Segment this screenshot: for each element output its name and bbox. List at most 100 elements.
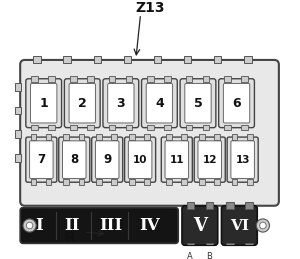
FancyBboxPatch shape [59,137,90,182]
Bar [111,179,117,185]
Bar [48,76,55,82]
Bar [158,247,168,259]
FancyBboxPatch shape [227,137,258,182]
Bar [166,134,172,140]
Bar [186,125,192,131]
Bar [214,179,220,185]
Bar [48,125,55,131]
Circle shape [23,219,36,232]
FancyBboxPatch shape [95,141,119,178]
FancyBboxPatch shape [103,79,139,128]
Bar [64,134,69,140]
Bar [247,134,253,140]
Text: 12: 12 [202,155,217,165]
Bar [109,76,115,82]
Bar [111,134,117,140]
Bar [214,56,221,63]
Bar [206,202,213,208]
Bar [241,125,248,131]
Bar [64,56,71,63]
FancyBboxPatch shape [165,141,189,178]
Text: VI: VI [230,219,249,233]
Text: 11: 11 [169,155,184,165]
FancyBboxPatch shape [231,141,254,178]
Bar [47,247,58,259]
FancyBboxPatch shape [194,137,225,182]
FancyBboxPatch shape [26,79,61,128]
Bar [133,247,143,259]
Text: B: B [206,252,212,259]
Circle shape [260,222,266,229]
Bar [245,202,253,208]
Bar [60,247,70,259]
Text: Z13: Z13 [135,1,165,15]
Bar [182,251,197,259]
Bar [164,125,171,131]
FancyBboxPatch shape [146,83,172,123]
Bar [226,243,234,250]
FancyBboxPatch shape [20,208,178,243]
Text: 7: 7 [37,153,45,166]
Bar [247,179,253,185]
FancyBboxPatch shape [128,141,152,178]
FancyBboxPatch shape [182,206,218,245]
Bar [199,179,205,185]
Bar [214,134,220,140]
Bar [144,134,150,140]
Bar [32,76,38,82]
Bar [96,179,102,185]
Bar [187,243,194,250]
Bar [87,125,94,131]
FancyBboxPatch shape [142,79,177,128]
Bar [147,76,154,82]
Bar [94,56,101,63]
Bar [241,76,248,82]
FancyBboxPatch shape [108,83,134,123]
Bar [121,247,131,259]
FancyBboxPatch shape [224,83,250,123]
Bar [70,125,76,131]
FancyBboxPatch shape [161,137,192,182]
Bar [244,56,252,63]
Bar [96,247,107,259]
FancyBboxPatch shape [20,60,279,206]
Circle shape [26,222,33,229]
Bar [14,131,21,138]
Bar [181,134,187,140]
FancyBboxPatch shape [92,137,123,182]
Bar [14,107,21,114]
Bar [186,76,192,82]
FancyBboxPatch shape [221,206,257,245]
Text: 10: 10 [133,155,147,165]
Bar [31,134,36,140]
Text: 4: 4 [155,97,164,110]
Bar [79,134,84,140]
Bar [199,134,205,140]
Bar [144,179,150,185]
Bar [79,179,84,185]
Bar [224,76,231,82]
Bar [125,76,132,82]
Bar [33,56,41,63]
FancyBboxPatch shape [185,83,211,123]
Bar [23,247,33,259]
Text: A: A [187,252,192,259]
Text: 2: 2 [78,97,87,110]
Bar [70,76,76,82]
Bar [84,247,94,259]
Bar [164,76,171,82]
Text: I: I [35,217,43,234]
Bar [87,76,94,82]
Bar [232,179,238,185]
Bar [181,179,187,185]
Circle shape [256,219,269,232]
Bar [46,134,51,140]
Text: V: V [193,217,207,234]
Text: 3: 3 [116,97,125,110]
Bar [125,125,132,131]
Bar [232,134,238,140]
Bar [124,56,131,63]
Text: 9: 9 [103,153,111,166]
Text: 1: 1 [39,97,48,110]
Text: 5: 5 [194,97,202,110]
